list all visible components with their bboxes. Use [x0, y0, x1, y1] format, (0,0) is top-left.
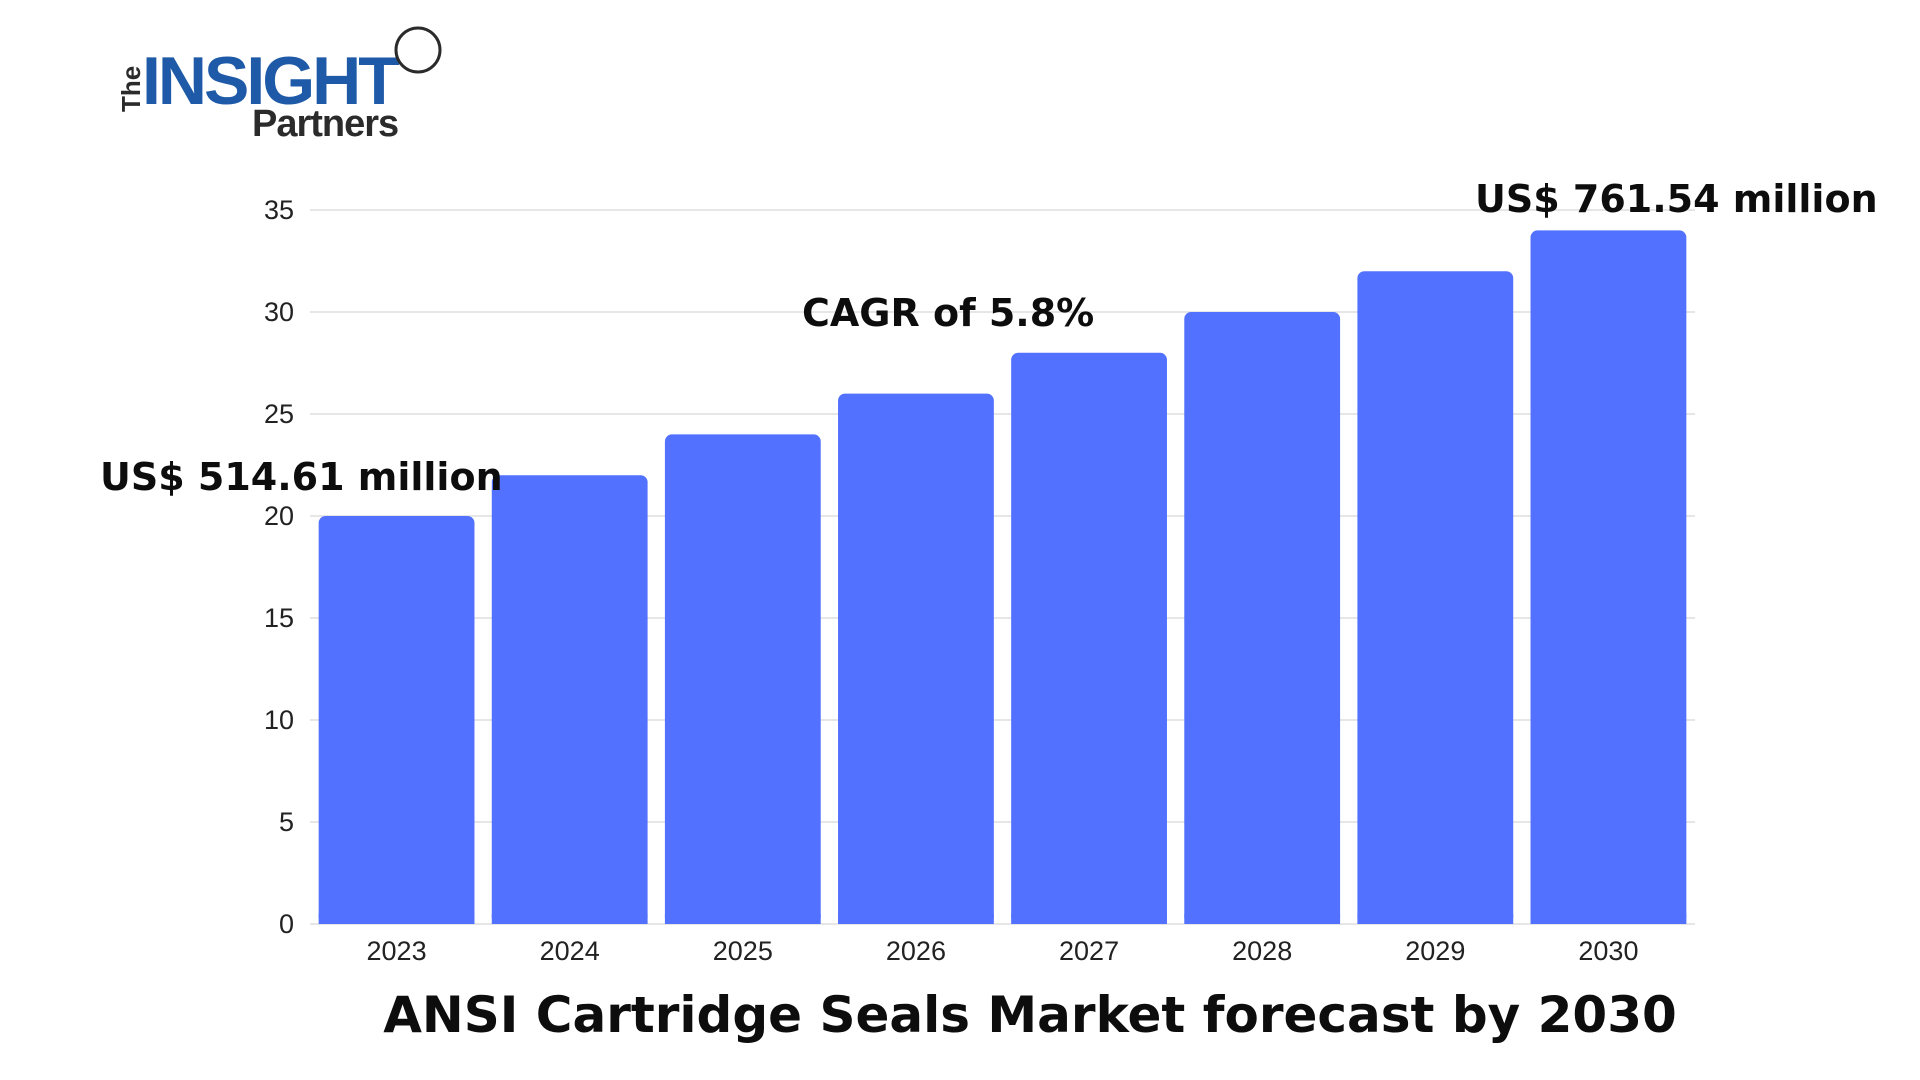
chart-title: ANSI Cartridge Seals Market forecast by …: [383, 986, 1677, 1044]
y-tick-label: 25: [264, 399, 294, 429]
x-axis-ticks: 2023 2024 2025 2026 2027 2028 2029 2030: [367, 936, 1639, 966]
bar-2029: [1357, 271, 1514, 924]
logo-insight-text: INSIGHT: [142, 43, 399, 119]
end-value-annotation: US$ 761.54 million: [1475, 177, 1878, 221]
x-tick-label: 2030: [1578, 936, 1638, 966]
start-value-annotation: US$ 514.61 million: [100, 455, 503, 499]
x-tick-label: 2029: [1405, 936, 1465, 966]
x-tick-label: 2027: [1059, 936, 1119, 966]
bar-2026: [838, 393, 994, 925]
x-tick-label: 2025: [713, 936, 773, 966]
insight-partners-logo: The INSIGHT Partners: [116, 26, 442, 145]
bar-base: [664, 914, 821, 924]
y-tick-label: 30: [264, 297, 294, 327]
logo-the-text: The: [116, 66, 146, 112]
x-tick-label: 2026: [886, 936, 946, 966]
y-tick-label: 20: [264, 501, 294, 531]
bar-base: [318, 914, 475, 924]
bar-2027: [1011, 352, 1167, 924]
cagr-annotation: CAGR of 5.8%: [802, 291, 1094, 335]
bar-2030: [1530, 230, 1687, 924]
bar-base: [1184, 914, 1341, 924]
x-tick-label: 2028: [1232, 936, 1292, 966]
bar-base: [1530, 914, 1687, 924]
x-tick-label: 2024: [540, 936, 600, 966]
bar-base: [491, 914, 648, 924]
y-tick-label: 35: [264, 195, 294, 225]
bar-base: [838, 914, 994, 924]
y-tick-label: 5: [279, 807, 294, 837]
x-tick-label: 2023: [367, 936, 427, 966]
y-tick-label: 0: [279, 909, 294, 939]
logo-magnifier-icon: [394, 26, 442, 74]
y-tick-label: 10: [264, 705, 294, 735]
bar-2028: [1184, 312, 1341, 924]
y-tick-label: 15: [264, 603, 294, 633]
y-axis-ticks: 0 5 10 15 20 25 30 35: [264, 195, 294, 939]
bars: [318, 230, 1687, 925]
bar-2023: [318, 516, 475, 924]
bar-2024: [491, 475, 648, 924]
bar-base: [1011, 914, 1167, 924]
bar-2025: [664, 434, 821, 924]
logo-partners-text: Partners: [252, 103, 398, 145]
bar-base: [1357, 914, 1514, 924]
